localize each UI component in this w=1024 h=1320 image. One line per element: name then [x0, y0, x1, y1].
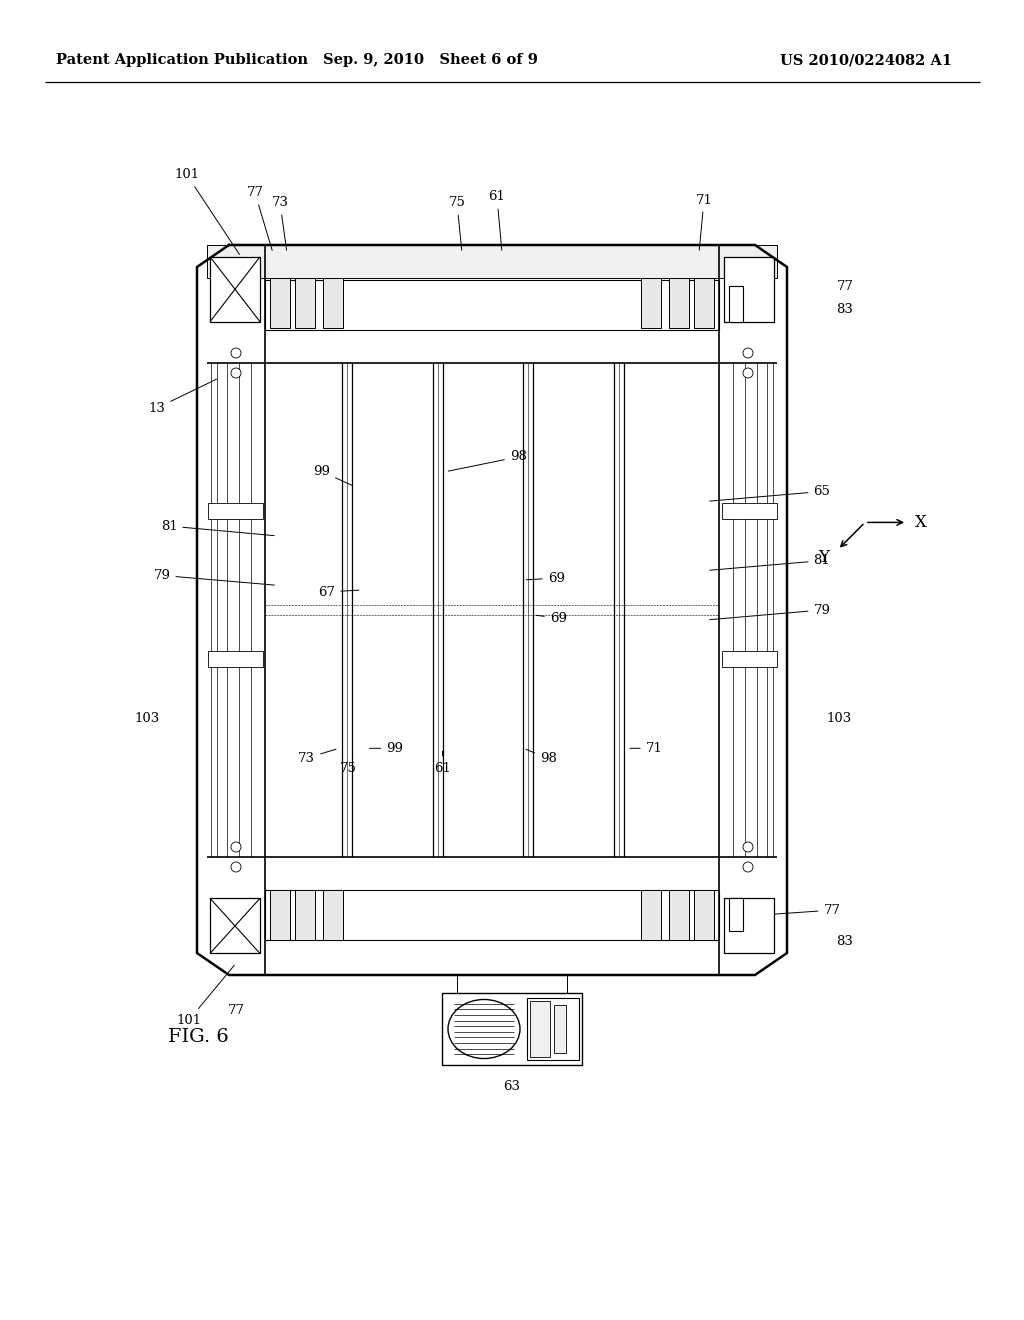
Bar — [641, 279, 662, 327]
Text: 103: 103 — [826, 713, 852, 725]
Circle shape — [231, 368, 241, 378]
Text: 103: 103 — [134, 713, 160, 725]
Bar — [729, 899, 743, 932]
Text: 13: 13 — [148, 379, 216, 414]
Bar — [210, 257, 260, 322]
Circle shape — [231, 348, 241, 358]
Bar — [722, 651, 777, 668]
Bar — [724, 257, 774, 322]
Bar — [210, 899, 260, 953]
Circle shape — [743, 842, 753, 851]
Text: 98: 98 — [449, 450, 526, 471]
Circle shape — [231, 862, 241, 873]
Circle shape — [743, 368, 753, 378]
Text: 77: 77 — [837, 280, 853, 293]
Bar — [442, 993, 582, 1065]
Text: 63: 63 — [504, 1081, 520, 1093]
Text: 79: 79 — [710, 603, 830, 619]
Text: US 2010/0224082 A1: US 2010/0224082 A1 — [780, 53, 952, 67]
Text: 67: 67 — [318, 586, 359, 598]
Bar — [270, 890, 290, 940]
Bar — [554, 1005, 566, 1053]
Text: 81: 81 — [710, 554, 830, 570]
Circle shape — [743, 348, 753, 358]
Bar — [527, 998, 579, 1060]
Text: 77: 77 — [227, 1003, 245, 1016]
Text: Sep. 9, 2010   Sheet 6 of 9: Sep. 9, 2010 Sheet 6 of 9 — [323, 53, 538, 67]
Bar — [265, 890, 719, 940]
Text: 69: 69 — [526, 572, 565, 585]
Bar — [530, 1001, 550, 1057]
Text: 73: 73 — [271, 197, 289, 251]
Text: 65: 65 — [710, 484, 830, 502]
Circle shape — [743, 862, 753, 873]
Text: 83: 83 — [837, 936, 853, 949]
Text: 77: 77 — [247, 186, 272, 251]
Bar — [669, 279, 689, 327]
Text: 99: 99 — [313, 465, 352, 486]
Bar — [208, 651, 263, 668]
Text: 77: 77 — [751, 904, 841, 916]
Text: 101: 101 — [176, 965, 234, 1027]
Text: 98: 98 — [526, 750, 557, 764]
Text: FIG. 6: FIG. 6 — [168, 1028, 228, 1045]
Bar — [323, 890, 343, 940]
Text: 99: 99 — [370, 742, 403, 755]
Text: Y: Y — [818, 549, 829, 566]
Ellipse shape — [449, 999, 520, 1059]
Text: 101: 101 — [174, 169, 240, 255]
Text: Patent Application Publication: Patent Application Publication — [56, 53, 308, 67]
Text: 83: 83 — [837, 304, 853, 317]
Text: 77: 77 — [227, 927, 245, 940]
Bar — [641, 890, 662, 940]
Text: 73: 73 — [298, 750, 336, 764]
Bar — [694, 279, 714, 327]
Bar — [295, 279, 315, 327]
Text: 71: 71 — [630, 742, 663, 755]
Bar — [270, 279, 290, 327]
Bar — [295, 890, 315, 940]
Text: 75: 75 — [449, 197, 466, 251]
Circle shape — [231, 842, 241, 851]
Text: 61: 61 — [488, 190, 506, 251]
Bar — [729, 286, 743, 322]
Bar — [722, 503, 777, 519]
Text: X: X — [915, 513, 927, 531]
Bar — [207, 246, 777, 279]
Bar — [208, 503, 263, 519]
Bar — [724, 899, 774, 953]
Bar — [265, 280, 719, 330]
Text: 71: 71 — [695, 194, 713, 251]
Text: 81: 81 — [161, 520, 274, 536]
Bar — [694, 890, 714, 940]
Text: 75: 75 — [340, 758, 357, 775]
Bar — [323, 279, 343, 327]
Text: 69: 69 — [537, 611, 567, 624]
Text: 79: 79 — [154, 569, 274, 585]
Text: 61: 61 — [434, 751, 451, 775]
Bar — [669, 890, 689, 940]
